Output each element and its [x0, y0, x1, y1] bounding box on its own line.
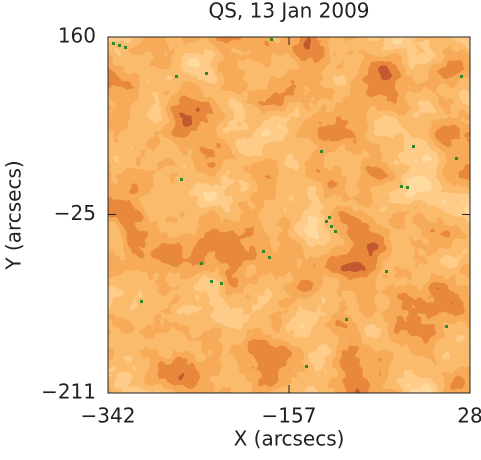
y-tick-label: 160 — [58, 24, 96, 48]
x-tick-label: −342 — [81, 404, 136, 428]
x-tick-label: −157 — [262, 404, 317, 428]
x-tick-label: 28 — [457, 404, 481, 428]
image-texture — [108, 37, 470, 393]
y-axis-label: Y (arcsecs) — [2, 160, 26, 270]
y-tick-label: −25 — [54, 201, 96, 225]
y-tick-label: −211 — [41, 380, 96, 404]
x-axis-label: X (arcsecs) — [234, 427, 345, 451]
chart-title: QS, 13 Jan 2009 — [208, 0, 369, 23]
solar-image — [108, 37, 470, 393]
markers — [112, 38, 463, 368]
